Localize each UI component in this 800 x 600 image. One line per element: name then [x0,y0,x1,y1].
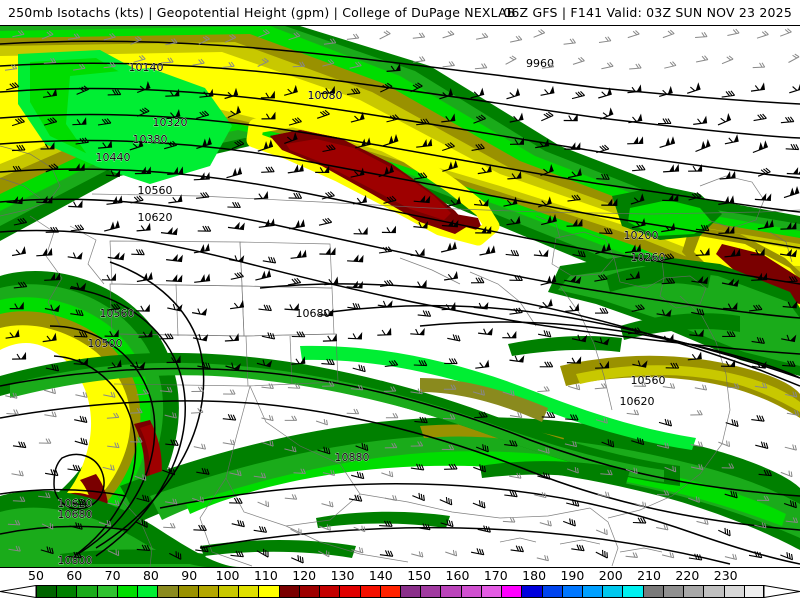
colorbar-tick-label: 160 [445,568,470,583]
colorbar-swatch[interactable] [642,585,663,598]
colorbar-tick-label: 230 [713,568,738,583]
colorbar-tick-label: 100 [215,568,240,583]
contour-label: 9960 [526,57,554,70]
contour-label: 10260 [631,251,666,264]
colorbar-swatch[interactable] [238,585,259,598]
colorbar-swatch[interactable] [76,585,97,598]
contour-label: 10620 [620,395,655,408]
colorbar-swatch[interactable] [582,585,603,598]
colorbar-swatch[interactable] [561,585,582,598]
contour-label-layer: 10140 10080 10320 10380 10440 9960 10560… [57,57,666,567]
colorbar-swatch[interactable] [420,585,441,598]
colorbar-swatch[interactable] [197,585,218,598]
colorbar-tick-label: 190 [560,568,585,583]
contour-label: 10380 [133,133,168,146]
colorbar-swatch[interactable] [116,585,138,598]
header-title-left: 250mb Isotachs (kts) | Geopotential Heig… [8,5,516,20]
colorbar-tick-label: 200 [598,568,623,583]
colorbar-swatch[interactable] [218,585,239,598]
colorbar-swatch[interactable] [137,585,158,598]
colorbar-tick-labels: 50 60 70 80 90 100 110 120 130 140 150 160 170 180 190… [0,568,800,584]
colorbar-swatch[interactable] [541,585,562,598]
contour-label: 10560 [138,184,173,197]
colorbar-tick-label: 60 [66,568,83,583]
colorbar-swatch[interactable] [683,585,704,598]
contour-label: 10080 [308,89,343,102]
colorbar-swatch[interactable] [319,585,340,598]
colorbar-tick-label: 110 [253,568,278,583]
colorbar-swatch[interactable] [177,585,198,598]
colorbar-swatch[interactable] [440,585,461,598]
contour-label: 10680 [296,307,331,320]
colorbar-swatch[interactable] [480,585,502,598]
map-panel[interactable]: 10140 10080 10320 10380 10440 9960 10560… [0,25,800,568]
contour-label: 10560 [631,374,666,387]
colorbar-swatch[interactable] [298,585,320,598]
colorbar-tick-label: 50 [28,568,44,583]
colorbar-swatch[interactable] [501,585,522,598]
header-bar: 250mb Isotachs (kts) | Geopotential Heig… [0,0,800,25]
colorbar-swatch[interactable] [359,585,380,598]
colorbar-tick-label: 170 [483,568,508,583]
contour-label: 10200 [624,229,659,242]
colorbar-tick-label: 80 [142,568,159,583]
colorbar-swatch[interactable] [602,585,623,598]
colorbar-tick-label: 90 [181,568,198,583]
colorbar-swatch[interactable] [157,585,178,598]
colorbar-extend-high-arrow [764,585,800,598]
colorbar-swatch[interactable] [743,585,764,598]
contour-label: 10800 [58,554,93,567]
colorbar-swatch[interactable] [96,585,117,598]
header-title-right: 06Z GFS | F141 Valid: 03Z SUN NOV 23 202… [503,5,792,20]
colorbar-swatch[interactable] [36,585,57,598]
colorbar-tick-label: 220 [675,568,700,583]
colorbar-swatch[interactable] [460,585,481,598]
colorbar-swatch[interactable] [258,585,279,598]
colorbar-tick-label: 180 [522,568,547,583]
colorbar-swatches[interactable] [0,585,800,598]
colorbar-tick-label: 140 [368,568,393,583]
colorbar-swatch[interactable] [379,585,400,598]
colorbar-swatch[interactable] [278,585,299,598]
colorbar-extend-low-arrow [0,585,36,598]
isotach-map[interactable]: 10140 10080 10320 10380 10440 9960 10560… [0,26,800,567]
colorbar-swatch[interactable] [521,585,542,598]
colorbar-swatch[interactable] [56,585,77,598]
colorbar-swatch[interactable] [662,585,684,598]
colorbar-tick-label: 70 [104,568,121,583]
contour-label: 10500 [88,337,123,350]
colorbar-swatch[interactable] [400,585,421,598]
contour-label: 10680 [58,508,93,521]
colorbar-swatch[interactable] [622,585,643,598]
contour-label: 10620 [138,211,173,224]
contour-label: 10320 [153,116,188,129]
colorbar-tick-label: 120 [292,568,317,583]
contour-label: 10440 [96,151,131,164]
contour-label: 10880 [335,451,370,464]
colorbar[interactable]: 50 60 70 80 90 100 110 120 130 140 150 160 170 180 190… [0,568,800,600]
colorbar-swatch[interactable] [723,585,744,598]
colorbar-tick-label: 130 [330,568,355,583]
colorbar-tick-label: 150 [407,568,432,583]
colorbar-swatch[interactable] [339,585,360,598]
contour-label: 10140 [129,61,164,74]
colorbar-tick-label: 210 [637,568,661,583]
colorbar-swatch[interactable] [703,585,724,598]
